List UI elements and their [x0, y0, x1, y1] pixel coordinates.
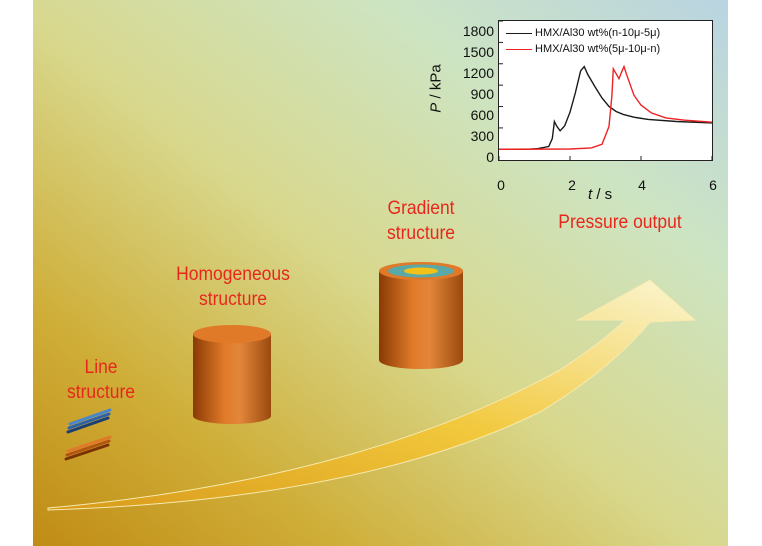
gradient-label-2: structure	[386, 223, 455, 244]
x-tick-label: 0	[497, 177, 505, 193]
x-axis-var: t	[588, 186, 593, 203]
series-line-1	[499, 65, 713, 151]
gradient-label-1: Gradient	[387, 198, 455, 219]
legend-swatch-red	[506, 48, 532, 50]
homogeneous-label-2: structure	[198, 289, 267, 310]
x-axis-label: t / s	[588, 186, 612, 203]
line-structure-label: Line structure	[61, 355, 140, 405]
gradient-cylinder	[379, 262, 463, 369]
y-tick-label: 1500	[462, 44, 494, 60]
y-tick-label: 1200	[462, 65, 494, 81]
line-structure-blue-rods	[66, 408, 112, 434]
line-label-1: Line	[84, 357, 118, 378]
y-tick-label: 1800	[462, 23, 494, 39]
homogeneous-cylinder	[193, 325, 271, 424]
series-line-2	[498, 64, 713, 150]
x-tick-label: 6	[709, 177, 717, 193]
line-structure-orange-rods	[64, 435, 112, 461]
homogeneous-label-1: Homogeneous	[176, 264, 290, 285]
x-tick-label: 4	[638, 177, 646, 193]
y-tick-label: 300	[470, 128, 494, 144]
legend-entry-series-1: HMX/Al30 wt%(n-10μ-5μ)	[506, 27, 660, 39]
y-tick-label: 0	[486, 149, 494, 165]
pressure-output-label: Pressure output	[558, 212, 682, 233]
line-label-2: structure	[66, 382, 135, 403]
legend-label: HMX/Al30 wt%(n-10μ-5μ)	[535, 27, 661, 39]
growth-arrow	[47, 279, 697, 511]
homogeneous-structure-label: Homogeneous structure	[164, 262, 302, 312]
x-axis-unit: / s	[596, 186, 613, 203]
y-tick-label: 600	[470, 107, 494, 123]
legend-label: HMX/Al30 wt%(5μ-10μ-n)	[535, 43, 661, 55]
x-tick-label: 2	[568, 177, 576, 193]
legend-entry-series-2: HMX/Al30 wt%(5μ-10μ-n)	[506, 43, 660, 55]
legend-swatch-black	[506, 32, 532, 34]
y-axis-unit: / kPa	[427, 64, 445, 99]
y-tick-label: 900	[470, 86, 494, 102]
chart-plot-frame	[498, 20, 713, 161]
y-axis-var: P	[427, 102, 445, 113]
gradient-structure-label: Gradient structure	[370, 196, 471, 246]
y-axis-label: P / kPa	[428, 64, 445, 112]
